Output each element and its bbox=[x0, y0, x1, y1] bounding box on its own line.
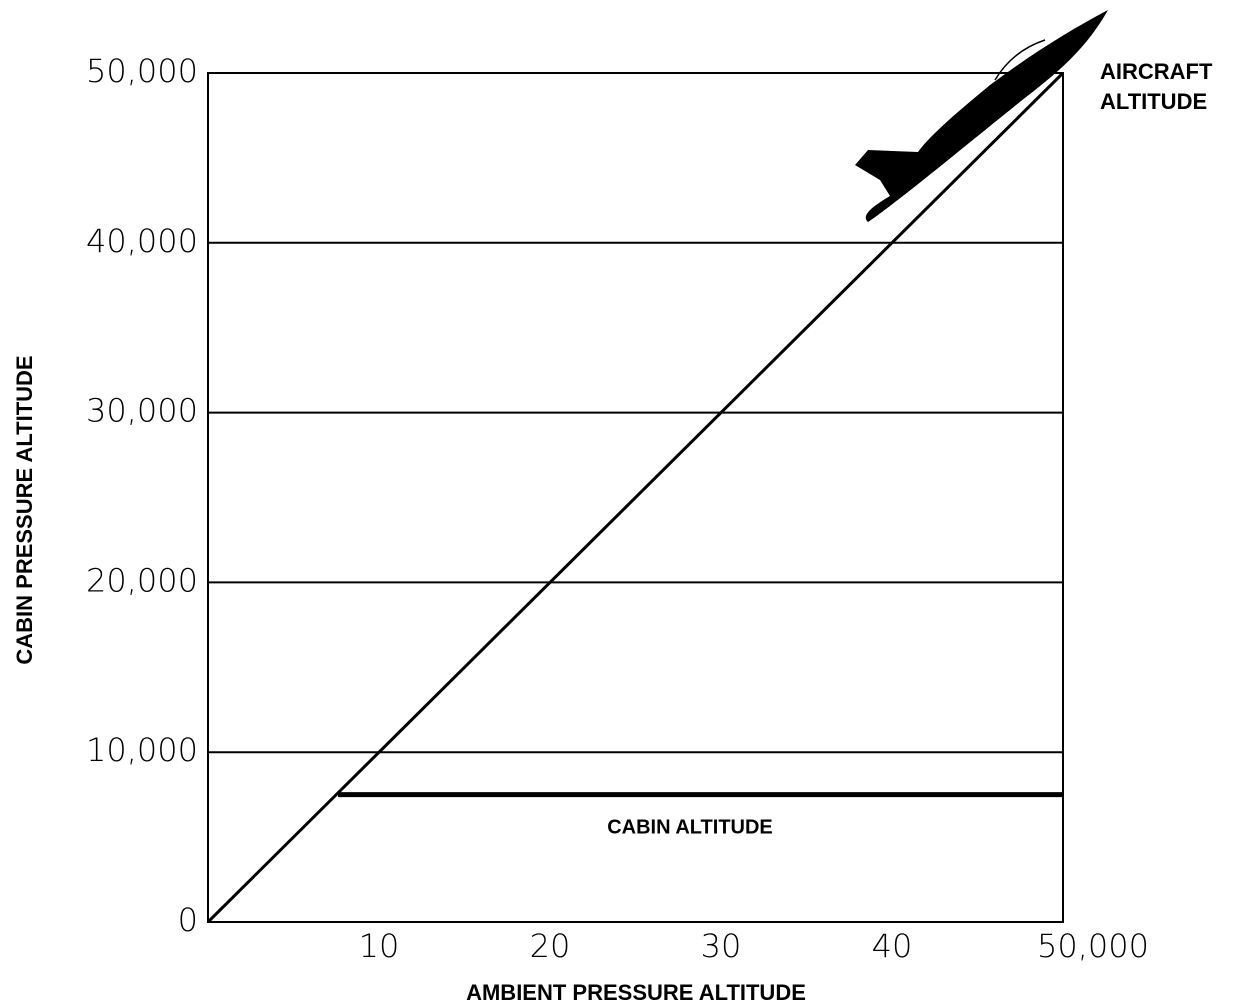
series-line bbox=[206, 71, 1065, 924]
y-tick-label: 50,000 bbox=[86, 52, 198, 90]
y-tick-label: 0 bbox=[178, 901, 198, 939]
y-tick-label: 40,000 bbox=[86, 222, 198, 260]
x-tick-label: 10 bbox=[359, 927, 400, 965]
x-tick-label: 30 bbox=[701, 927, 742, 965]
y-tick-label: 20,000 bbox=[86, 561, 198, 599]
x-tick-label: 50,000 bbox=[1037, 927, 1149, 965]
y-tick-label: 10,000 bbox=[86, 731, 198, 769]
y-axis-title: CABIN PRESSURE ALTITUDE bbox=[12, 355, 37, 664]
x-tick-label: 20 bbox=[530, 927, 571, 965]
x-tick-label: 40 bbox=[872, 927, 913, 965]
x-axis-title: AMBIENT PRESSURE ALTITUDE bbox=[466, 980, 806, 1005]
series-label: AIRCRAFT ALTITUDE bbox=[1100, 59, 1213, 114]
series-label: CABIN ALTITUDE bbox=[607, 816, 773, 838]
aircraft-icon bbox=[855, 10, 1108, 222]
y-tick-label: 30,000 bbox=[86, 392, 198, 430]
